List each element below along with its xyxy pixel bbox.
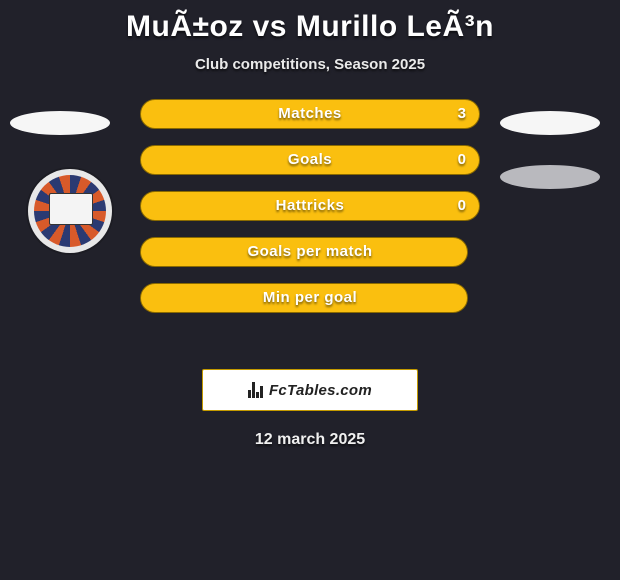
page-subtitle: Club competitions, Season 2025 [0,56,620,73]
stat-row: Hattricks0 [140,191,480,221]
snapshot-date: 12 march 2025 [0,431,620,449]
stat-row: Goals0 [140,145,480,175]
player-marker-left [10,111,110,135]
stat-bar-fill [140,99,480,129]
stat-row: Min per goal [140,283,480,313]
player-marker-right-2 [500,165,600,189]
stat-bar-fill [140,191,480,221]
comparison-chart: Matches3Goals0Hattricks0Goals per matchM… [0,111,620,361]
stat-value: 0 [458,197,466,214]
stat-bar-fill [140,237,468,267]
attribution-text: FcTables.com [269,382,372,399]
page-title: MuÃ±oz vs Murillo LeÃ³n [0,0,620,44]
attribution-box: FcTables.com [202,369,418,411]
stat-value: 0 [458,151,466,168]
stat-row: Goals per match [140,237,480,267]
club-badge-inner [34,175,106,247]
stat-row: Matches3 [140,99,480,129]
barchart-icon [248,382,263,398]
stat-bars: Matches3 Goals0 Hattricks0 Goals per match M… [140,99,480,329]
stat-bar-fill [140,145,480,175]
stat-bar-fill [140,283,468,313]
stat-value: 3 [458,105,466,122]
player-marker-right-1 [500,111,600,135]
club-badge [28,169,112,253]
